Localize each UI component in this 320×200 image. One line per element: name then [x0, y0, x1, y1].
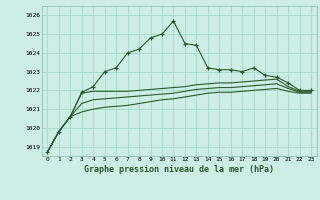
X-axis label: Graphe pression niveau de la mer (hPa): Graphe pression niveau de la mer (hPa) — [84, 165, 274, 174]
